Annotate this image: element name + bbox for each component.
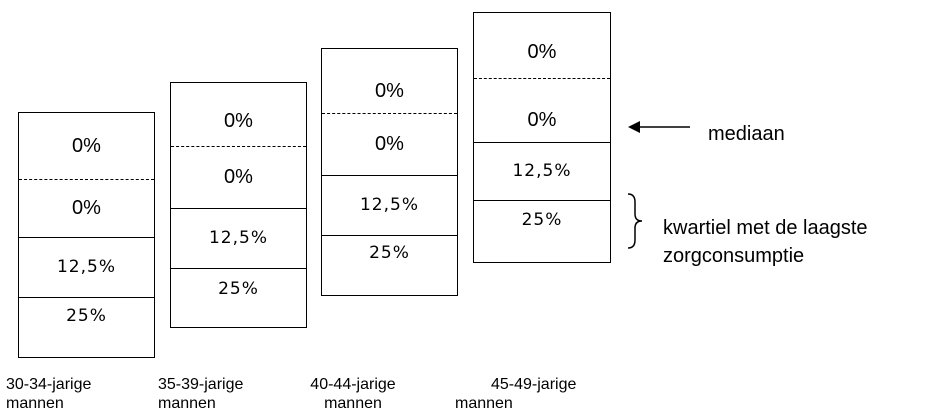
median-line bbox=[171, 146, 306, 147]
segment-value: 0% bbox=[72, 196, 101, 219]
segment-bottom: 25% bbox=[474, 200, 610, 260]
segment-value: 0% bbox=[72, 134, 101, 157]
segment-value: 0% bbox=[224, 109, 253, 132]
median-line bbox=[19, 179, 154, 180]
segment-third: 12,5% bbox=[171, 208, 306, 268]
brace-icon bbox=[627, 193, 643, 249]
segment-value: 12,5% bbox=[208, 228, 268, 248]
segment-top: 0% bbox=[19, 113, 154, 179]
quartile-line bbox=[171, 268, 306, 269]
segment-third: 12,5% bbox=[19, 237, 154, 297]
segment-third: 12,5% bbox=[322, 175, 457, 235]
segment-value: 0% bbox=[527, 40, 557, 63]
column-label: 35-39-jarige mannen bbox=[158, 376, 244, 412]
segment-value: 25% bbox=[521, 210, 563, 230]
segment-value: 12,5% bbox=[512, 161, 572, 181]
quartile-line bbox=[171, 208, 306, 209]
column-label: 45-49-jarige mannen bbox=[455, 376, 577, 412]
segment-bottom: 25% bbox=[19, 297, 154, 355]
quartile-line bbox=[322, 235, 457, 236]
segment-value: 25% bbox=[369, 243, 410, 263]
segment-bottom: 25% bbox=[322, 235, 457, 293]
segment-top: 0% bbox=[474, 13, 610, 79]
segment-second: 0% bbox=[19, 179, 154, 237]
column-35-39: 0% 0% 12,5% 25% bbox=[170, 82, 307, 328]
quartile-line bbox=[474, 200, 610, 201]
segment-value: 0% bbox=[375, 79, 404, 102]
segment-second: 0% bbox=[322, 113, 457, 175]
median-arrow-icon bbox=[628, 121, 690, 133]
segment-value: 25% bbox=[218, 278, 259, 299]
segment-value: 0% bbox=[224, 165, 253, 188]
column-40-44: 0% 0% 12,5% 25% bbox=[321, 48, 458, 296]
quartile-line bbox=[322, 175, 457, 176]
segment-value: 12,5% bbox=[56, 257, 116, 277]
column-45-49: 0% 0% 12,5% 25% bbox=[473, 12, 611, 263]
median-label: mediaan bbox=[708, 123, 785, 145]
quartile-line bbox=[474, 142, 610, 143]
quartile-line bbox=[19, 297, 154, 298]
median-line bbox=[474, 78, 610, 79]
median-line bbox=[322, 113, 457, 114]
segment-value: 12,5% bbox=[359, 195, 419, 215]
segment-top: 0% bbox=[171, 83, 306, 147]
column-30-34: 0% 0% 12,5% 25% bbox=[18, 112, 155, 358]
segment-value: 25% bbox=[66, 306, 107, 326]
segment-top: 0% bbox=[322, 49, 457, 113]
segment-bottom: 25% bbox=[171, 268, 306, 325]
segment-second: 0% bbox=[474, 78, 610, 142]
segment-second: 0% bbox=[171, 146, 306, 208]
quartile-label: kwartiel met de laagste zorgconsumptie bbox=[663, 217, 868, 267]
segment-value: 0% bbox=[527, 108, 557, 131]
segment-third: 12,5% bbox=[474, 142, 610, 200]
column-label: 30-34-jarige mannen bbox=[6, 376, 92, 412]
segment-value: 0% bbox=[375, 132, 404, 155]
column-label: 40-44-jarige mannen bbox=[310, 376, 396, 412]
quartile-line bbox=[19, 237, 154, 238]
